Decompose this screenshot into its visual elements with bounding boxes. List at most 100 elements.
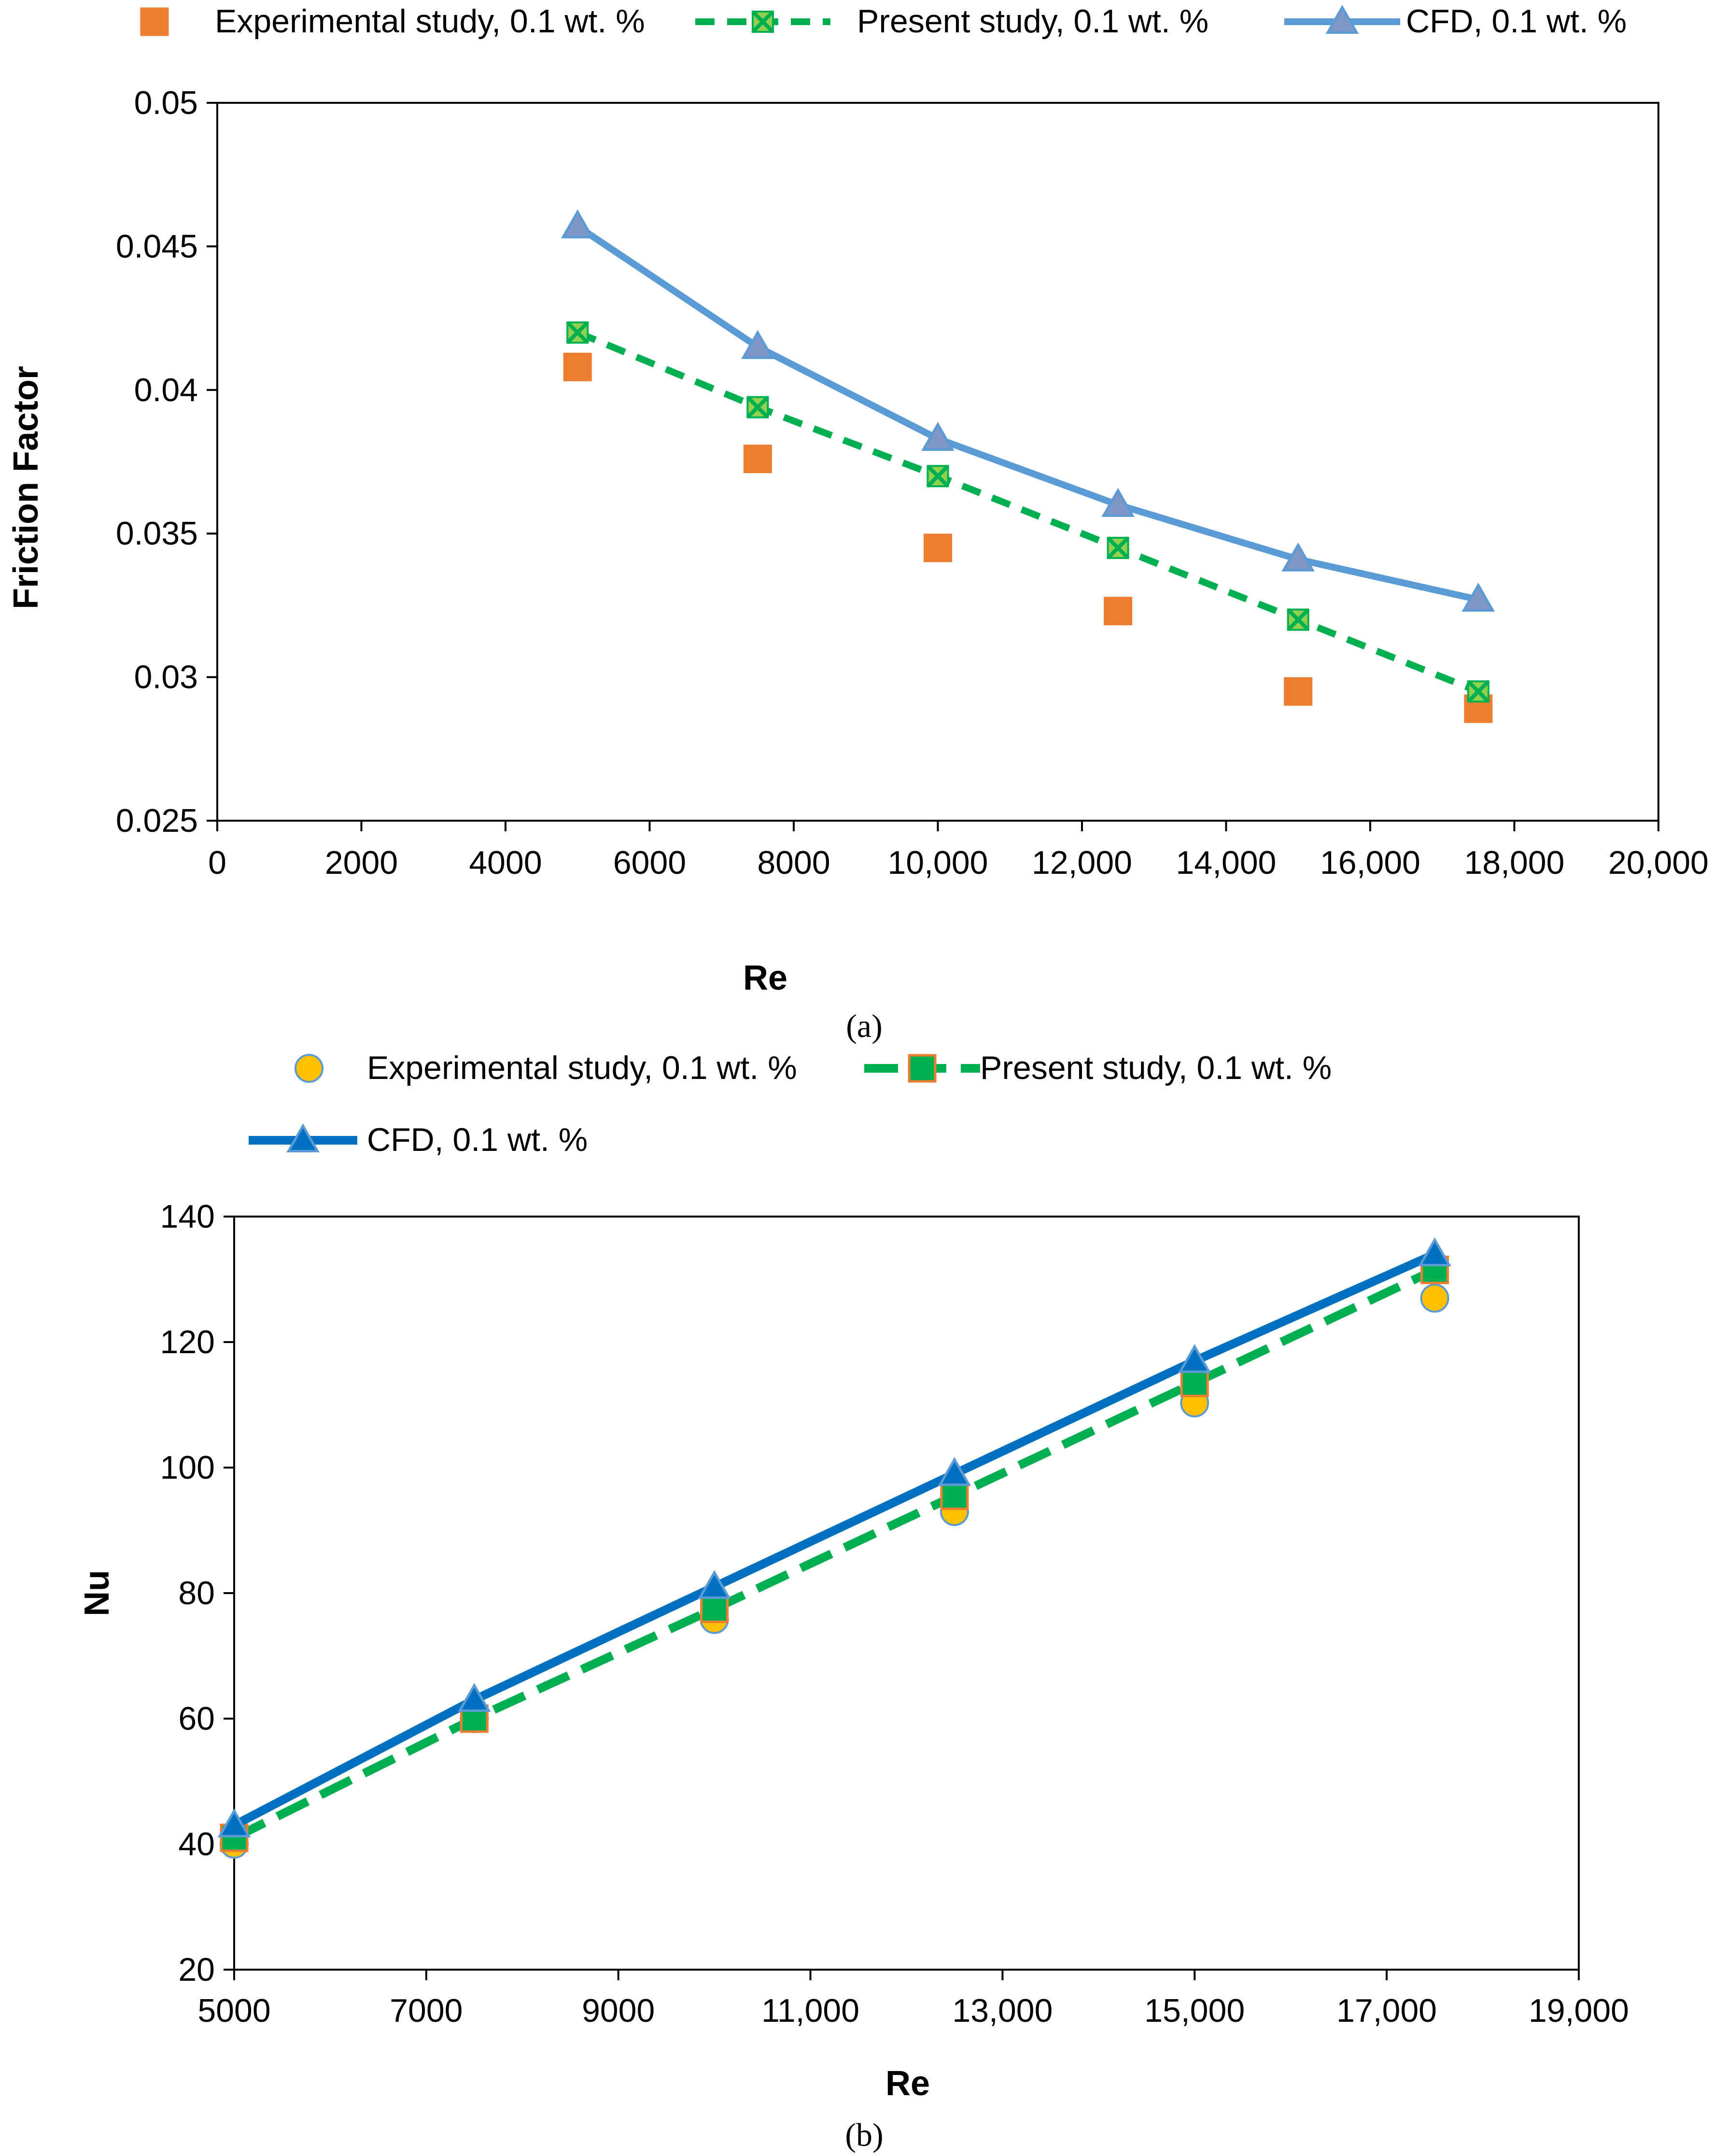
data-point xyxy=(1178,1344,1211,1373)
x-tick-label: 8000 xyxy=(757,844,830,881)
data-point xyxy=(458,1682,491,1712)
data-point xyxy=(1418,1237,1451,1266)
data-point xyxy=(217,1808,251,1837)
data-point xyxy=(938,1456,971,1486)
data-point xyxy=(1106,536,1130,560)
x-tick-label: 10,000 xyxy=(888,844,988,881)
legend-marker xyxy=(295,1054,323,1083)
legend-marker xyxy=(140,7,169,36)
data-point-cross xyxy=(1286,608,1310,631)
y-tick-label: 80 xyxy=(178,1575,215,1611)
x-tick-label: 18,000 xyxy=(1464,844,1565,881)
data-point xyxy=(1461,582,1495,612)
x-tick-label: 16,000 xyxy=(1320,844,1420,881)
data-point xyxy=(741,330,774,359)
y-tick-label: 20 xyxy=(178,1951,215,1988)
data-point xyxy=(924,533,952,562)
data-point-cross xyxy=(1467,680,1490,703)
data-point xyxy=(561,209,594,238)
series-a-1 xyxy=(566,321,1490,703)
y-axis-title: Nu xyxy=(78,1570,116,1616)
series-b-2 xyxy=(217,1237,1451,1837)
x-tick-label: 9000 xyxy=(582,1992,655,2029)
y-tick-label: 0.04 xyxy=(134,372,198,408)
x-tick-label: 15,000 xyxy=(1144,1992,1245,2029)
y-tick-label: 0.05 xyxy=(134,84,198,121)
x-tick-label: 17,000 xyxy=(1336,1992,1437,2029)
data-point xyxy=(926,464,950,488)
y-tick-label: 0.03 xyxy=(134,659,198,696)
y-axis-title: Friction Factor xyxy=(7,366,45,609)
legend-item-0: Experimental study, 0.1 wt. % xyxy=(140,3,645,40)
data-point xyxy=(1281,542,1315,572)
data-point xyxy=(566,321,590,344)
x-tick-label: 2000 xyxy=(325,844,398,881)
data-point xyxy=(698,1569,731,1599)
x-tick-label: 14,000 xyxy=(1176,844,1277,881)
data-point xyxy=(1286,608,1310,631)
data-point xyxy=(1104,597,1133,626)
y-tick-label: 100 xyxy=(160,1449,215,1486)
data-point-cross xyxy=(566,321,590,344)
series-line xyxy=(576,329,1480,695)
y-tick-label: 0.035 xyxy=(116,515,198,552)
x-tick-label: 11,000 xyxy=(761,1992,859,2029)
legend-marker xyxy=(1325,4,1359,34)
x-axis-title: Re xyxy=(885,2064,930,2103)
series-line xyxy=(232,1266,1437,1842)
data-point xyxy=(563,352,592,381)
x-tick-label: 12,000 xyxy=(1032,844,1132,881)
x-tick-label: 6000 xyxy=(613,844,686,881)
data-point xyxy=(1467,680,1490,703)
legend-marker xyxy=(751,10,774,33)
data-point xyxy=(1284,677,1313,706)
data-point xyxy=(1101,488,1135,517)
data-point xyxy=(700,1595,729,1623)
x-tick-label: 19,000 xyxy=(1529,1992,1629,2029)
legend-marker-cross xyxy=(751,10,774,33)
legend-item-2: CFD, 0.1 wt. % xyxy=(1284,3,1627,40)
series-a-2 xyxy=(561,209,1495,612)
x-tick-label: 13,000 xyxy=(952,1992,1053,2029)
legend-label: Experimental study, 0.1 wt. % xyxy=(367,1050,797,1086)
legend-marker xyxy=(286,1123,320,1152)
x-tick-label: 5000 xyxy=(197,1992,270,2029)
x-axis-title: Re xyxy=(743,959,787,997)
figure-caption: (a) xyxy=(846,1008,882,1044)
legend-item-1: Present study, 0.1 wt. % xyxy=(695,3,1208,40)
data-point-cross xyxy=(746,395,770,419)
y-tick-label: 120 xyxy=(160,1324,215,1360)
legend-item-1: Present study, 0.1 wt. % xyxy=(864,1050,1332,1086)
chart-b: 20 40 60 80 100 120 140 5000 7000 9000 11,000 13,00… xyxy=(78,1050,1629,2153)
x-tick-label: 20,000 xyxy=(1608,844,1709,881)
figure-caption: (b) xyxy=(845,2116,883,2153)
chart-a: 0.025 0.03 0.035 0.04 0.045 0.05 0 2000 4000 6000… xyxy=(7,3,1709,1044)
x-tick-label: 0 xyxy=(208,844,226,881)
data-point xyxy=(940,1482,969,1510)
y-tick-label: 140 xyxy=(160,1198,215,1235)
y-tick-label: 0.025 xyxy=(116,802,198,839)
legend-label: CFD, 0.1 wt. % xyxy=(367,1121,588,1158)
y-tick-label: 60 xyxy=(178,1700,215,1737)
series-line xyxy=(576,223,1479,603)
data-point xyxy=(1420,1284,1449,1313)
legend-label: CFD, 0.1 wt. % xyxy=(1406,3,1627,40)
data-point-cross xyxy=(926,464,950,488)
x-tick-label: 4000 xyxy=(469,844,542,881)
data-point xyxy=(746,395,770,419)
y-tick-label: 0.045 xyxy=(116,228,198,265)
legend-item-0: Experimental study, 0.1 wt. % xyxy=(295,1050,797,1086)
data-point-cross xyxy=(1106,536,1130,560)
data-point xyxy=(1180,1369,1209,1397)
data-point xyxy=(921,421,955,451)
legend-marker xyxy=(908,1054,937,1083)
data-point xyxy=(743,445,772,474)
legend-label: Experimental study, 0.1 wt. % xyxy=(215,3,645,40)
legend-label: Present study, 0.1 wt. % xyxy=(857,3,1208,40)
y-tick-label: 40 xyxy=(178,1826,215,1862)
x-tick-label: 7000 xyxy=(390,1992,463,2029)
series-line xyxy=(232,1250,1437,1829)
legend-item-2: CFD, 0.1 wt. % xyxy=(249,1121,588,1158)
